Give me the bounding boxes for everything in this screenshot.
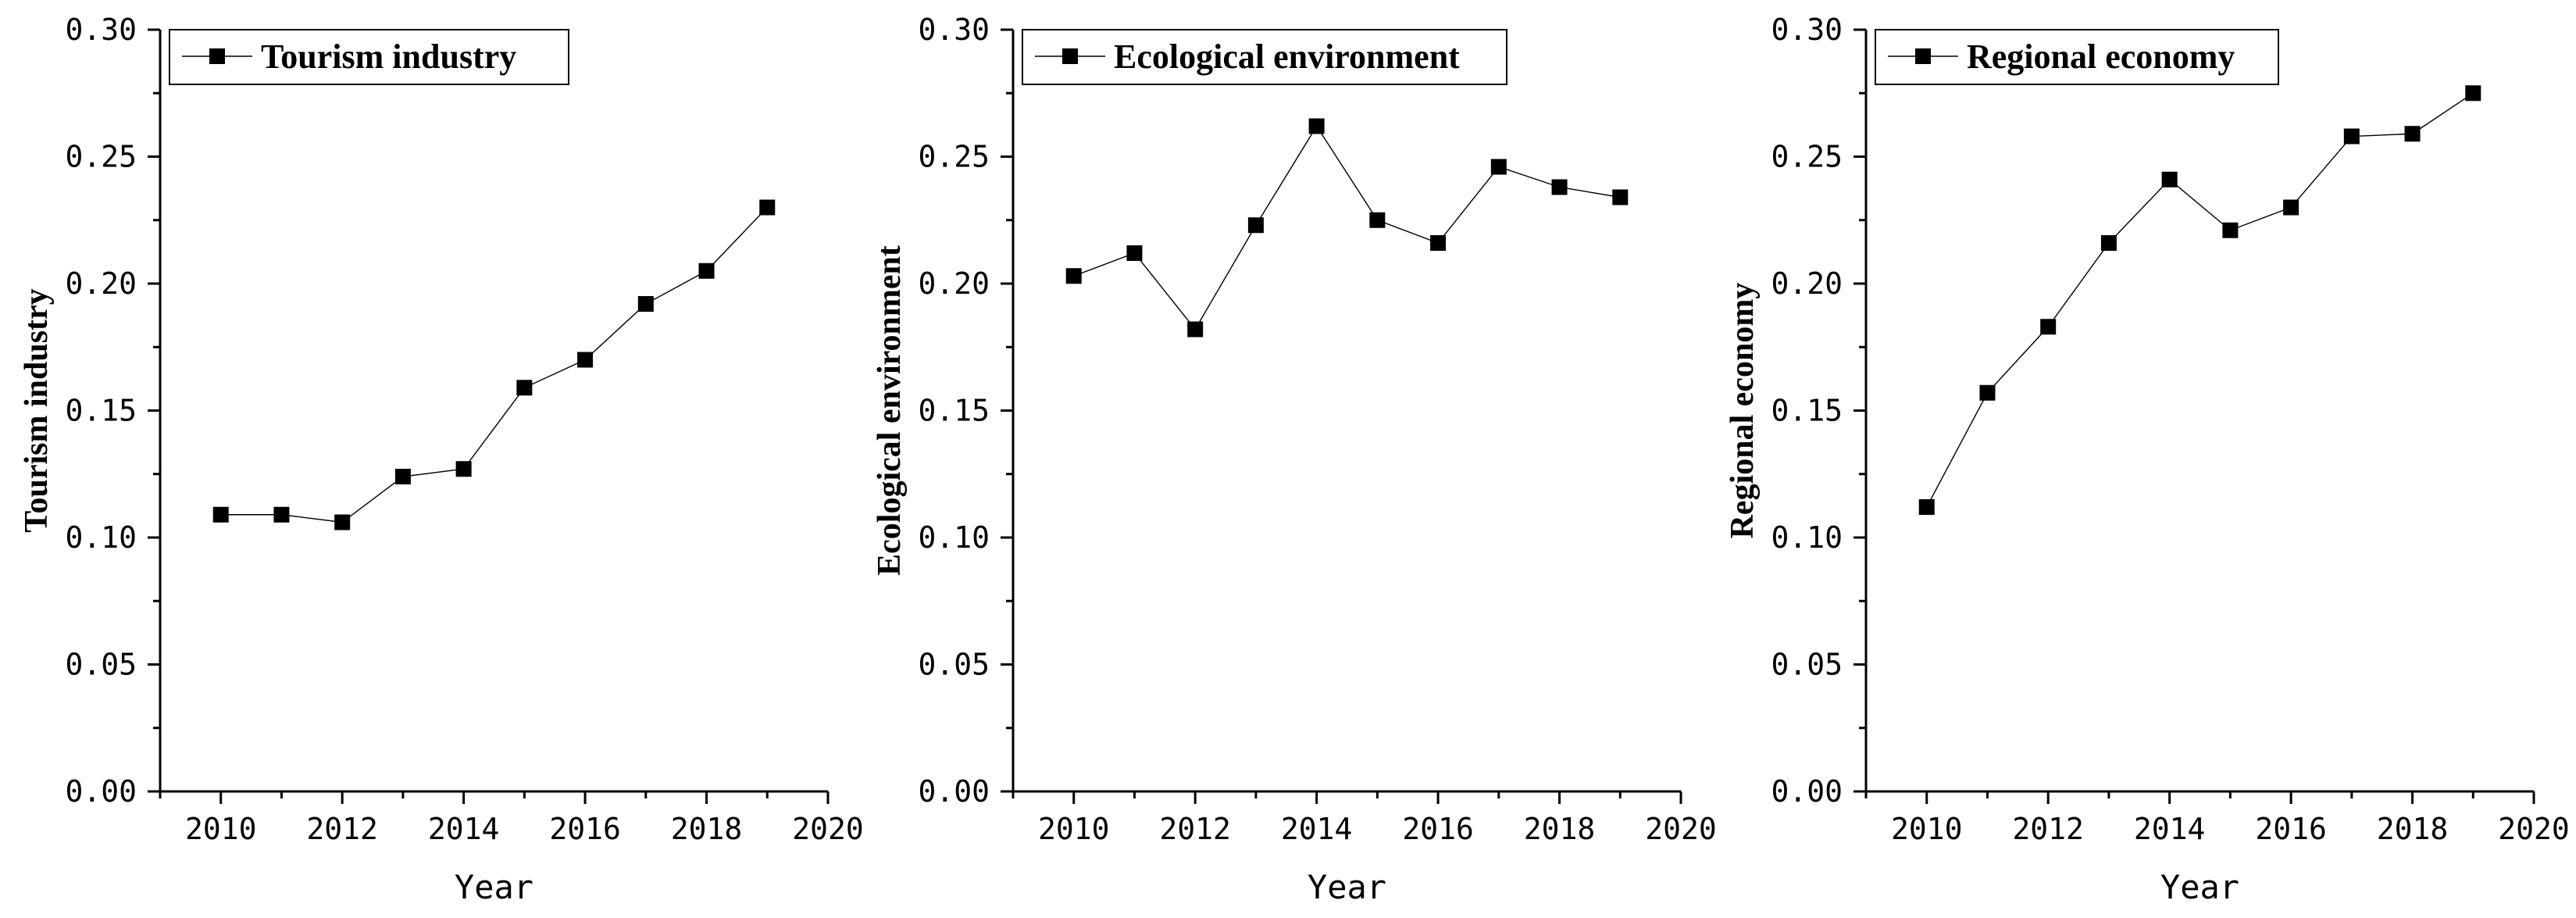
legend-box (169, 29, 569, 85)
y-axis-label: Ecological environment (872, 245, 908, 576)
y-tick-label: 0.25 (918, 140, 990, 174)
data-point (212, 506, 229, 523)
x-tick-label: 2010 (1891, 812, 1963, 846)
series-line (1926, 92, 2474, 508)
x-tick-label: 2016 (1402, 812, 1474, 846)
x-tick-label: 2020 (2498, 812, 2570, 846)
data-point (1247, 217, 1264, 234)
x-tick-label: 2010 (1038, 812, 1110, 846)
data-point (1187, 321, 1204, 338)
data-point (1551, 179, 1568, 195)
legend-label: Tourism industry (261, 38, 516, 76)
y-tick-label: 0.05 (65, 648, 137, 682)
x-tick-label: 2018 (2377, 812, 2449, 846)
legend: Regional economy (1875, 29, 2279, 85)
y-tick-label: 0.10 (1771, 520, 1843, 555)
data-point (2404, 126, 2421, 142)
x-tick-label: 2016 (2255, 812, 2327, 846)
y-axis-label: Tourism industry (19, 288, 55, 532)
y-tick-label: 0.05 (918, 648, 990, 682)
y-tick-label: 0.15 (918, 394, 990, 428)
x-tick-label: 2010 (185, 812, 257, 846)
y-tick-label: 0.15 (1771, 394, 1843, 428)
data-point (1612, 189, 1629, 205)
data-point (1369, 212, 1386, 228)
legend-marker (1915, 48, 1931, 64)
data-point (2222, 222, 2239, 238)
x-tick-label: 2020 (1645, 812, 1717, 846)
x-tick-label: 2018 (671, 812, 743, 846)
data-point (698, 263, 715, 279)
data-point (1126, 245, 1143, 261)
data-point (2343, 128, 2360, 145)
y-axis-label: Regional economy (1725, 283, 1761, 539)
y-tick-label: 0.05 (1771, 648, 1843, 682)
x-tick-label: 2012 (1159, 812, 1231, 846)
x-axis-label: Year (1308, 868, 1386, 906)
y-tick-label: 0.20 (65, 266, 137, 301)
data-point (2161, 171, 2178, 188)
data-point (2100, 235, 2117, 251)
series-line (220, 207, 768, 523)
y-tick-label: 0.30 (918, 13, 990, 47)
data-point (455, 461, 472, 477)
x-tick-label: 2018 (1524, 812, 1596, 846)
legend-box (1022, 29, 1507, 85)
legend-box (1875, 29, 2279, 85)
data-point (1918, 499, 1935, 515)
data-point (334, 514, 351, 530)
x-tick-label: 2020 (792, 812, 864, 846)
y-tick-label: 0.00 (65, 774, 137, 809)
data-point (1308, 118, 1325, 134)
data-point (1065, 268, 1082, 284)
legend: Tourism industry (169, 29, 569, 85)
x-axis-label: Year (2160, 868, 2239, 906)
y-tick-label: 0.20 (918, 266, 990, 301)
y-tick-label: 0.00 (918, 774, 990, 809)
legend-marker (1062, 48, 1078, 64)
chart-panel-2: 0.00 0.05 0.10 0.15 0.20 0.25 0.30 2010 2012 2014… (872, 13, 1717, 906)
data-point (637, 296, 654, 312)
legend-label: Ecological environment (1114, 38, 1460, 76)
y-tick-label: 0.25 (1771, 140, 1843, 174)
x-tick-label: 2014 (1281, 812, 1353, 846)
data-point (1979, 384, 1996, 401)
legend: Ecological environment (1022, 29, 1507, 85)
data-point (2283, 199, 2299, 216)
data-point (273, 506, 290, 523)
y-tick-label: 0.00 (1771, 774, 1843, 809)
y-tick-label: 0.30 (65, 13, 137, 47)
data-point (2040, 319, 2057, 335)
y-tick-label: 0.15 (65, 394, 137, 428)
x-tick-label: 2012 (306, 812, 378, 846)
chart-panel-3: 0.00 0.05 0.10 0.15 0.20 0.25 0.30 2010 2012 2014… (1725, 13, 2570, 906)
data-point (516, 380, 533, 396)
x-axis-label: Year (455, 868, 533, 906)
x-tick-label: 2014 (2134, 812, 2206, 846)
y-tick-label: 0.20 (1771, 266, 1843, 301)
y-tick-label: 0.10 (918, 520, 990, 555)
y-tick-label: 0.10 (65, 520, 137, 555)
data-point (1490, 159, 1507, 175)
data-point (577, 352, 594, 368)
legend-marker (209, 48, 225, 64)
series-line (1073, 125, 1621, 330)
data-point (759, 199, 776, 216)
x-tick-label: 2012 (2012, 812, 2084, 846)
x-tick-label: 2014 (428, 812, 500, 846)
data-point (2465, 85, 2481, 102)
x-tick-label: 2016 (549, 812, 621, 846)
chart-panel-1: 0.00 0.05 0.10 0.15 0.20 0.25 0.30 2010 2012 2014… (19, 13, 864, 906)
y-tick-label: 0.25 (65, 140, 137, 174)
y-tick-label: 0.30 (1771, 13, 1843, 47)
data-point (394, 469, 411, 484)
data-point (1430, 235, 1447, 251)
legend-label: Regional economy (1967, 38, 2235, 76)
